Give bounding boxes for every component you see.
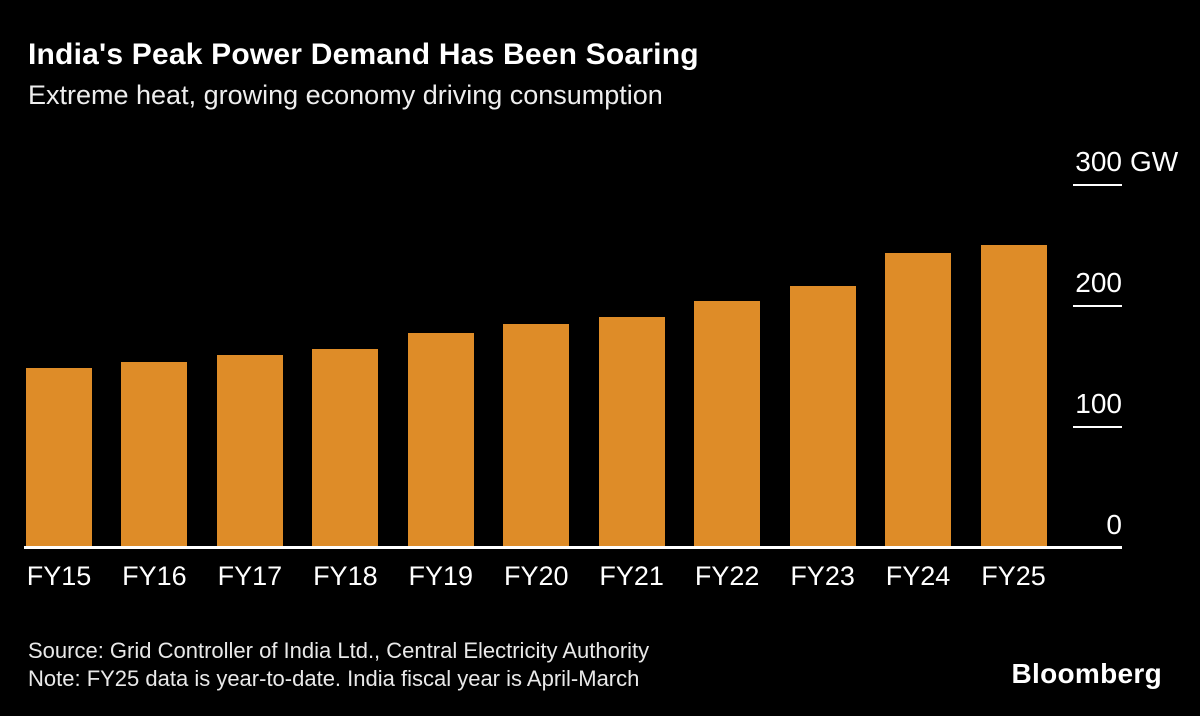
x-axis-label-FY21: FY21 [599,561,664,591]
y-tick-label: 200 [1075,267,1122,298]
note-text: Note: FY25 data is year-to-date. India f… [28,666,640,691]
bar-FY20 [503,324,570,547]
bar-FY24 [885,252,952,547]
source-text: Source: Grid Controller of India Ltd., C… [28,638,650,663]
x-axis-label-FY25: FY25 [981,561,1046,591]
bar-FY17 [216,354,283,547]
y-tick-label: 300 [1075,146,1122,177]
y-tick-label: 100 [1075,388,1122,419]
y-tick-line [1073,305,1122,307]
bar-FY15 [26,367,92,547]
x-axis-label-FY22: FY22 [694,561,760,591]
x-axis-label-FY15: FY15 [26,561,92,591]
chart-title: India's Peak Power Demand Has Been Soari… [28,38,699,71]
x-axis-baseline [24,546,1122,549]
x-axis-label-FY24: FY24 [885,561,951,591]
chart-subtitle: Extreme heat, growing economy driving co… [28,80,663,110]
bloomberg-logo: Bloomberg [1011,658,1162,689]
y-tick-line [1073,426,1122,428]
bar-FY23 [789,285,856,547]
x-axis-label-FY18: FY18 [313,561,378,591]
bar-FY25 [980,244,1047,547]
x-axis-label-FY19: FY19 [408,561,474,591]
bar-FY21 [598,317,665,547]
x-axis-label-FY20: FY20 [503,561,569,591]
bar-FY19 [407,332,474,547]
x-axis-label-FY17: FY17 [217,561,283,591]
y-tick-label: 0 [1106,509,1122,540]
bar-FY22 [694,301,761,547]
y-tick-line [1073,184,1122,186]
x-axis-label-FY16: FY16 [122,561,187,591]
x-axis-label-FY23: FY23 [790,561,855,591]
bar-FY16 [121,361,188,547]
bar-FY18 [312,348,379,547]
y-axis-unit-label: GW [1130,146,1179,177]
